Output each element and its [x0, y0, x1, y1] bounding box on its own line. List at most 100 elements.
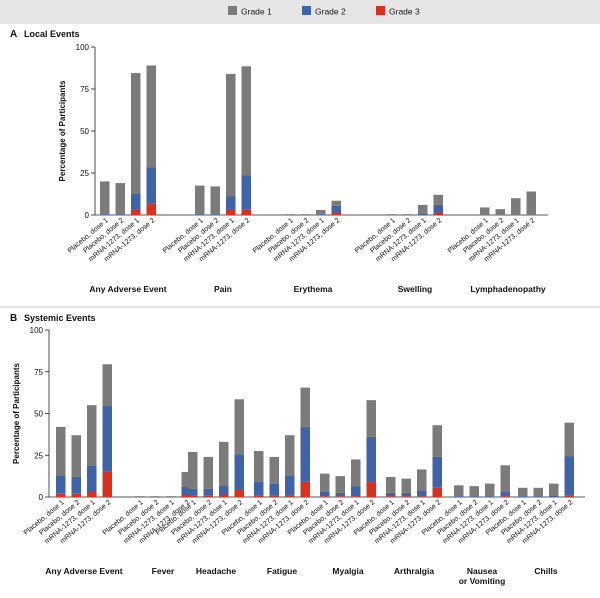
bar-segment-grade3	[300, 481, 310, 497]
bar-segment-grade3	[102, 471, 112, 497]
bar-segment-grade2	[418, 213, 428, 215]
y-tick-label: 0	[85, 211, 90, 220]
bar-segment-grade3	[203, 495, 213, 497]
bar-segment-grade1	[454, 485, 464, 497]
y-tick-label: 25	[34, 451, 43, 460]
bar-segment-grade3	[285, 495, 295, 497]
group-label: Fatigue	[267, 566, 297, 576]
bar-segment-grade1	[150, 496, 160, 497]
y-tick-label: 0	[39, 493, 44, 502]
bar-segment-grade2	[56, 475, 66, 494]
panel-a-letter: A	[10, 29, 17, 40]
bar-segment-grade3	[366, 481, 376, 497]
bar-segment-grade1	[549, 483, 559, 496]
bar-segment-grade1	[335, 476, 345, 493]
y-tick-label: 75	[34, 368, 43, 377]
bar-segment-grade1	[210, 186, 220, 215]
bar-segment-grade1	[401, 478, 411, 493]
bar-segment-grade2	[485, 496, 495, 497]
bar-segment-grade2	[500, 491, 510, 497]
bar-segment-grade2	[469, 496, 479, 497]
group-label: Any Adverse Event	[45, 566, 122, 576]
panel-b-title: Systemic Events	[24, 313, 96, 323]
bar-segment-grade2	[401, 492, 411, 497]
y-tick-label: 100	[30, 326, 44, 335]
bar-segment-grade2	[386, 492, 396, 497]
bar-segment-grade1	[135, 496, 145, 497]
panel-a-background	[0, 24, 600, 306]
bar-segment-grade3	[241, 209, 251, 215]
bar-segment-grade1	[485, 483, 495, 497]
y-tick-label: 25	[80, 169, 89, 178]
bar-segment-grade3	[181, 494, 191, 497]
group-label: Pain	[214, 284, 232, 294]
bar-segment-grade3	[219, 494, 229, 497]
bar-segment-grade1	[387, 214, 397, 215]
bar-segment-grade1	[526, 191, 536, 215]
bar-segment-grade1	[511, 198, 521, 215]
bar-segment-grade1	[564, 422, 574, 457]
bar-segment-grade2	[432, 456, 442, 488]
legend-label-2: Grade 2	[315, 7, 346, 17]
bar-segment-grade1	[234, 399, 244, 455]
bar-segment-grade1	[131, 73, 141, 194]
bar-segment-grade2	[417, 490, 427, 497]
bar-segment-grade2	[241, 175, 251, 210]
y-tick-label: 100	[76, 43, 90, 52]
bar-segment-grade2	[115, 214, 125, 215]
bar-segment-grade3	[234, 489, 244, 497]
bar-segment-grade1	[433, 194, 443, 205]
group-label: Arthralgia	[394, 566, 434, 576]
bar-segment-grade2	[269, 483, 279, 496]
group-label: Any Adverse Event	[89, 284, 166, 294]
bar-segment-grade1	[219, 441, 229, 486]
bar-segment-grade1	[366, 400, 376, 437]
y-tick-label: 50	[34, 410, 43, 419]
bar-segment-grade2	[203, 488, 213, 496]
bar-segment-grade2	[234, 454, 244, 490]
bar-segment-grade1	[181, 471, 191, 487]
bar-segment-grade3	[331, 212, 341, 215]
bar-segment-grade1	[115, 183, 125, 215]
bar-segment-grade2	[254, 481, 264, 496]
bar-segment-grade2	[195, 214, 205, 215]
bar-segment-grade1	[480, 207, 490, 215]
bar-segment-grade1	[320, 473, 330, 492]
bar-segment-grade3	[386, 496, 396, 497]
bar-segment-grade2	[71, 476, 81, 494]
bar-segment-grade1	[254, 451, 264, 482]
group-label: or Vomiting	[459, 576, 506, 586]
legend-label-3: Grade 3	[389, 7, 420, 17]
bar-segment-grade2	[366, 436, 376, 482]
bar-segment-grade1	[241, 66, 251, 176]
bar-segment-grade2	[331, 205, 341, 213]
bar-segment-grade3	[433, 212, 443, 215]
panel-a-title: Local Events	[24, 29, 80, 39]
group-label: Nausea	[467, 566, 498, 576]
bar-segment-grade2	[87, 465, 97, 492]
group-label: Lymphadenopathy	[470, 284, 546, 294]
bar-segment-grade2	[188, 488, 198, 496]
group-label: Myalgia	[332, 566, 363, 576]
bar-segment-grade3	[146, 203, 156, 215]
bar-segment-grade3	[188, 495, 198, 497]
bar-segment-grade1	[500, 465, 510, 492]
bar-segment-grade1	[226, 73, 236, 197]
bar-segment-grade1	[285, 435, 295, 476]
y-tick-label: 50	[80, 127, 89, 136]
bar-segment-grade2	[433, 204, 443, 213]
bar-segment-grade1	[100, 181, 110, 215]
bar-segment-grade1	[316, 209, 326, 215]
bar-segment-grade1	[102, 364, 112, 406]
bar-segment-grade3	[56, 493, 66, 497]
bar-segment-grade1	[417, 469, 427, 491]
bar-segment-grade1	[300, 214, 310, 215]
bar-segment-grade1	[469, 486, 479, 497]
group-label: Fever	[152, 566, 175, 576]
bar-segment-grade3	[417, 496, 427, 497]
group-label: Swelling	[398, 284, 432, 294]
bar-segment-grade2	[351, 486, 361, 497]
bar-segment-grade2	[210, 214, 220, 215]
